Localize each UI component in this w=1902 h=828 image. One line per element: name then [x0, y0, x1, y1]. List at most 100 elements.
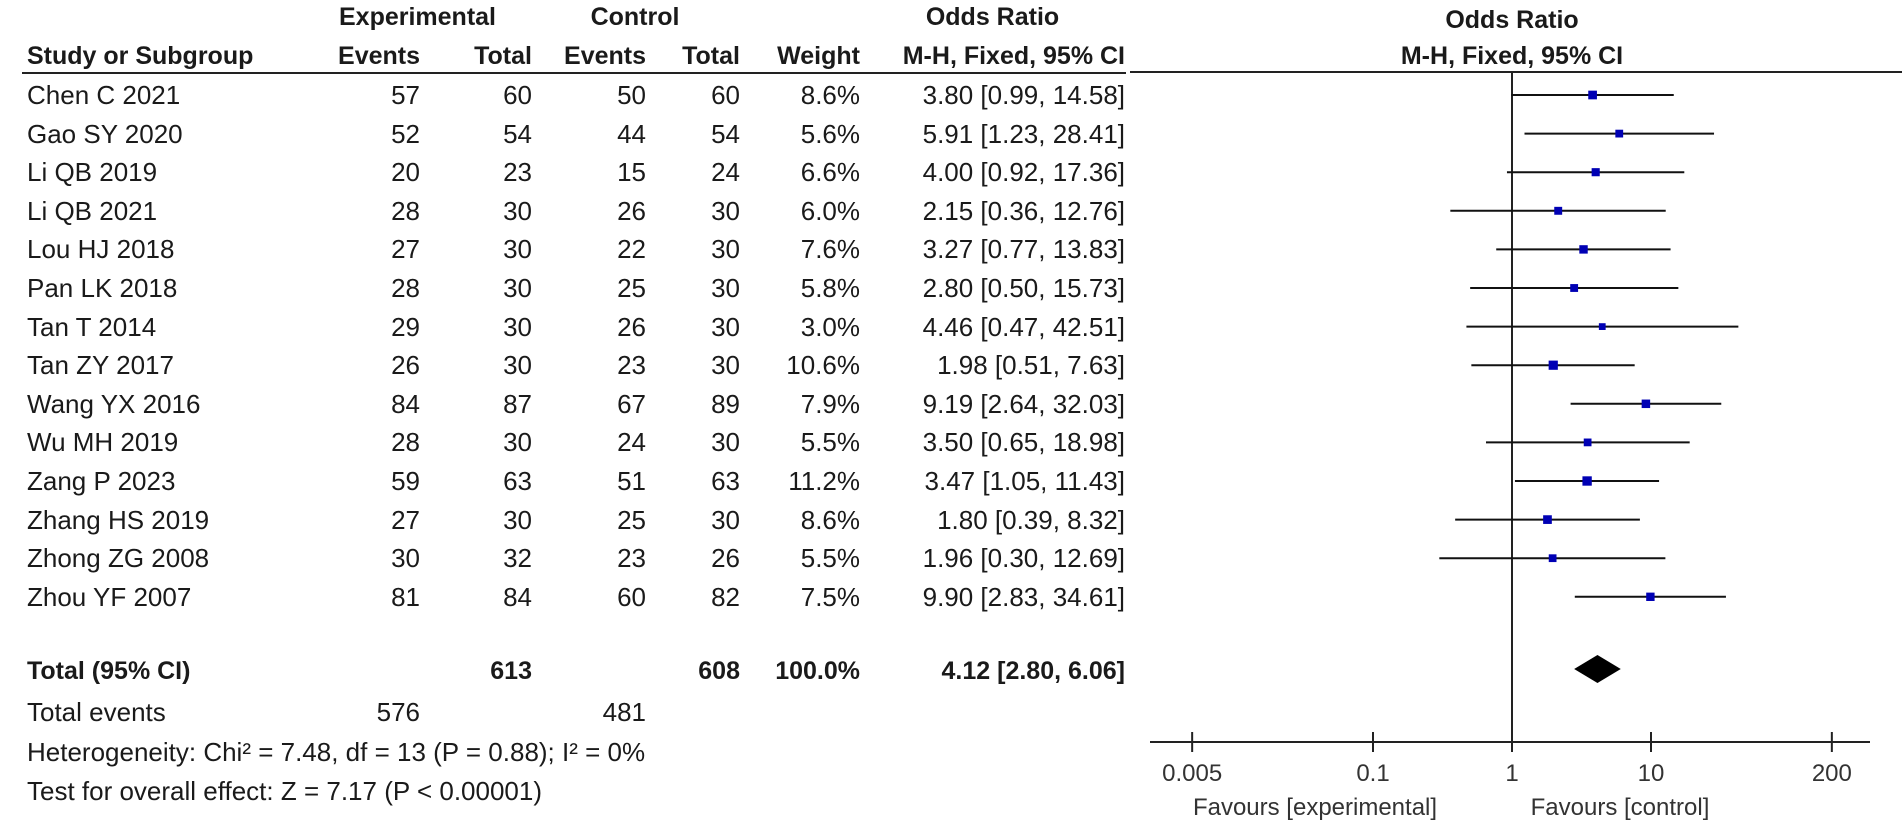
exp-events: 28 — [391, 273, 420, 303]
weight: 10.6% — [786, 350, 860, 381]
study-name: Wang YX 2016 — [27, 388, 201, 419]
or-ci: 3.50 [0.65, 18.98] — [922, 427, 1125, 458]
total-exp-total: 613 — [490, 657, 532, 685]
col-exp-events: Events — [338, 42, 420, 70]
weight: 8.6% — [800, 504, 860, 535]
col-weight: Weight — [777, 42, 860, 70]
ctrl-total: 24 — [711, 157, 740, 188]
or-ci: 3.47 [1.05, 11.43] — [924, 466, 1125, 496]
exp-total: 87 — [503, 388, 532, 419]
ctrl-total: 26 — [711, 543, 740, 574]
exp-total: 84 — [503, 581, 532, 612]
study-name: Zhou YF 2007 — [27, 581, 192, 612]
ctrl-events: 22 — [617, 234, 646, 265]
ctrl-total: 30 — [711, 234, 740, 265]
ctrl-events: 15 — [617, 157, 646, 188]
or-ci: 4.00 [0.92, 17.36] — [922, 157, 1125, 188]
point-estimate — [1591, 168, 1600, 177]
overall-effect-text: Test for overall effect: Z = 7.17 (P < 0… — [27, 776, 542, 806]
exp-events: 84 — [391, 388, 420, 419]
or-ci: 5.91 [1.23, 28.41] — [922, 118, 1125, 149]
point-estimate — [1583, 438, 1592, 447]
pooled-diamond — [1574, 655, 1621, 683]
exp-events: 29 — [391, 311, 420, 342]
exp-events: 59 — [391, 466, 420, 496]
ctrl-events: 44 — [617, 118, 646, 149]
study-marker — [1514, 476, 1660, 486]
point-estimate — [1598, 323, 1606, 330]
total-ci: 4.12 [2.80, 6.06] — [941, 657, 1125, 685]
study-name: Zhong ZG 2008 — [27, 543, 210, 574]
or-ci: 1.98 [0.51, 7.63] — [937, 350, 1125, 381]
x-tick-label: 10 — [1638, 760, 1665, 787]
ctrl-total: 30 — [711, 195, 740, 226]
col-or-ci: M-H, Fixed, 95% CI — [902, 42, 1125, 70]
weight: 7.9% — [800, 388, 860, 419]
ctrl-events: 51 — [617, 466, 646, 496]
header-experimental: Experimental — [338, 3, 496, 31]
or-ci: 3.27 [0.77, 13.83] — [922, 234, 1125, 265]
study-marker — [1455, 515, 1640, 524]
exp-events: 27 — [391, 234, 420, 265]
point-estimate — [1548, 554, 1557, 563]
total-events-ctrl: 481 — [602, 697, 646, 727]
ctrl-total: 54 — [711, 118, 740, 149]
study-marker — [1574, 592, 1726, 601]
header-odds-ratio: Odds Ratio — [925, 3, 1060, 31]
point-estimate — [1646, 592, 1655, 601]
total-ctrl-total: 608 — [698, 657, 740, 685]
heterogeneity-text: Heterogeneity: Chi² = 7.48, df = 13 (P =… — [27, 737, 646, 767]
exp-events: 57 — [391, 80, 420, 110]
col-exp-total: Total — [474, 42, 532, 70]
ctrl-events: 25 — [617, 273, 646, 303]
study-marker — [1496, 245, 1671, 254]
weight: 7.5% — [800, 581, 860, 612]
ctrl-total: 30 — [711, 273, 740, 303]
study-name: Lou HJ 2018 — [27, 234, 175, 265]
study-name: Zang P 2023 — [27, 466, 176, 496]
exp-total: 30 — [503, 234, 532, 265]
point-estimate — [1588, 90, 1597, 100]
study-name: Chen C 2021 — [27, 80, 181, 110]
weight: 5.8% — [800, 273, 860, 303]
or-ci: 9.19 [2.64, 32.03] — [922, 388, 1125, 419]
study-name: Wu MH 2019 — [27, 427, 179, 458]
ctrl-total: 82 — [711, 581, 740, 612]
or-ci: 3.80 [0.99, 14.58] — [922, 80, 1125, 110]
favours-experimental-label: Favours [experimental] — [1193, 794, 1437, 821]
point-estimate — [1579, 245, 1588, 254]
study-name: Li QB 2021 — [27, 195, 158, 226]
study-name: Pan LK 2018 — [27, 273, 178, 303]
exp-total: 23 — [503, 157, 532, 188]
total-weight: 100.0% — [775, 657, 860, 685]
col-study: Study or Subgroup — [27, 42, 254, 70]
exp-events: 28 — [391, 427, 420, 458]
total-events-exp: 576 — [376, 697, 420, 727]
weight: 8.6% — [800, 80, 860, 110]
exp-total: 30 — [503, 311, 532, 342]
point-estimate — [1554, 206, 1563, 215]
plot-subtitle: M-H, Fixed, 95% CI — [1401, 42, 1623, 70]
ctrl-total: 60 — [711, 80, 740, 110]
ctrl-events: 26 — [617, 195, 646, 226]
total-label: Total (95% CI) — [27, 657, 191, 685]
x-tick-label: 200 — [1812, 760, 1852, 787]
or-ci: 2.15 [0.36, 12.76] — [922, 195, 1125, 226]
weight: 6.6% — [800, 157, 860, 188]
point-estimate — [1582, 476, 1592, 486]
favours-control-label: Favours [control] — [1531, 794, 1710, 821]
exp-total: 63 — [503, 466, 532, 496]
study-name: Li QB 2019 — [27, 157, 158, 188]
exp-total: 30 — [503, 195, 532, 226]
ctrl-events: 24 — [617, 427, 646, 458]
exp-total: 30 — [503, 504, 532, 535]
total-events-label: Total events — [27, 697, 166, 727]
ctrl-events: 23 — [617, 350, 646, 381]
point-estimate — [1543, 515, 1552, 524]
ctrl-total: 30 — [711, 504, 740, 535]
point-estimate — [1570, 284, 1579, 292]
ctrl-events: 67 — [617, 388, 646, 419]
weight: 5.6% — [800, 118, 860, 149]
ctrl-total: 30 — [711, 350, 740, 381]
